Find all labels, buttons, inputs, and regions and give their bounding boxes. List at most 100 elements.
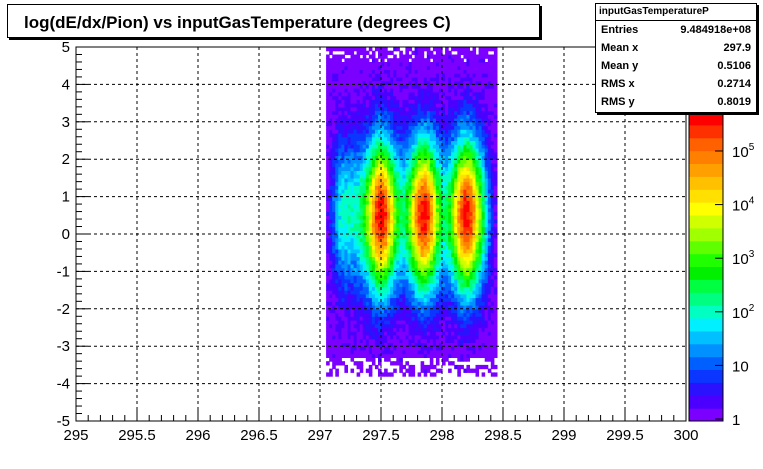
heatmap-cell [475,349,480,355]
heatmap-cell [469,327,474,332]
heatmap-cell [332,263,336,269]
heatmap-cell [463,121,467,127]
heatmap-cell [469,151,474,156]
heatmap-cell [423,256,428,261]
heatmap-cell [368,114,373,119]
heatmap-cell [481,226,486,231]
heatmap-cell [353,114,358,119]
heatmap-cell [344,95,348,100]
heatmap-cell [478,103,483,108]
heatmap-cell [326,260,330,265]
heatmap-cell [487,290,492,295]
heatmap-cell [445,166,449,171]
heatmap-cell [451,331,455,336]
heatmap-cell [335,342,339,347]
heatmap-cell [414,62,419,67]
heatmap-cell [338,361,342,366]
heatmap-cell [469,99,474,104]
heatmap-cell [356,151,361,156]
heatmap-cell [466,301,470,306]
heatmap-cell [353,267,358,272]
heatmap-cell [347,58,352,63]
heatmap-cell [374,230,379,235]
heatmap-cell [429,207,434,213]
heatmap-cell [490,133,495,138]
heatmap-cell [390,151,394,156]
heatmap-cell [420,353,425,358]
heatmap-cell [359,91,364,97]
heatmap-cell [371,133,376,138]
heatmap-cell [338,80,342,85]
heatmap-cell [356,335,361,340]
heatmap-cell [475,103,480,108]
heatmap-cell [347,192,352,198]
heatmap-cell [439,222,443,228]
heatmap-cell [457,144,461,149]
heatmap-cell [448,140,452,145]
heatmap-cell [396,62,400,67]
heatmap-cell [341,361,345,366]
heatmap-cell [457,275,461,280]
heatmap-cell [329,50,333,55]
heatmap-cell [402,263,406,269]
heatmap-cell [411,305,416,310]
heatmap-cell [365,275,370,280]
heatmap-cell [347,103,352,108]
heatmap-cell [332,245,336,250]
heatmap-cell [399,267,403,272]
heatmap-cell [451,125,455,130]
heatmap-cell [490,91,495,97]
heatmap-cell [460,211,464,216]
heatmap-cell [365,357,370,362]
heatmap-cell [466,80,470,85]
heatmap-cell [454,200,458,205]
heatmap-cell [454,106,458,112]
x-tick-labels: 295 295.5 296 296.5 297 297.5 298 298.5 299 299.5… [63,427,698,444]
heatmap-cell [469,215,474,220]
heatmap-cell [332,293,336,299]
heatmap-cell [442,110,446,115]
heatmap-cell [399,368,403,373]
heatmap-cell [472,58,477,63]
heatmap-cell [454,166,458,171]
heatmap-cell [460,342,464,347]
heatmap-cell [487,215,492,220]
heatmap-cell [356,110,361,115]
heatmap-cell [344,155,348,160]
heatmap-cell [335,58,339,63]
heatmap-cell [390,62,394,67]
heatmap-cell [484,278,489,284]
heatmap-cell [362,162,367,168]
heatmap-cell [362,80,367,85]
heatmap-cell [387,278,391,284]
heatmap-cell [451,234,455,239]
heatmap-cell [356,312,361,317]
heatmap-cell [326,47,330,52]
heatmap-cell [350,54,355,59]
heatmap-cell [408,73,413,78]
heatmap-cell [356,62,361,67]
heatmap-cell [359,144,364,149]
heatmap-cell [384,99,388,104]
heatmap-cell [384,166,388,171]
heatmap-cell [329,342,333,347]
heatmap-cell [472,368,477,373]
heatmap-cell [439,189,443,194]
heatmap-cell [448,136,452,142]
heatmap-cell [399,125,403,130]
heatmap-cell [432,297,437,302]
heatmap-cell [417,181,422,186]
heatmap-cell [387,230,391,235]
heatmap-cell [435,129,440,134]
heatmap-cell [478,170,483,175]
heatmap-cell [347,353,352,358]
heatmap-cell [429,88,434,93]
heatmap-cell [365,103,370,108]
heatmap-cell [439,76,443,82]
heatmap-cell [478,245,483,250]
heatmap-cell [356,290,361,295]
heatmap-cell [396,47,400,52]
heatmap-cell [457,320,461,325]
heatmap-cell [442,234,446,239]
heatmap-cell [411,129,416,134]
